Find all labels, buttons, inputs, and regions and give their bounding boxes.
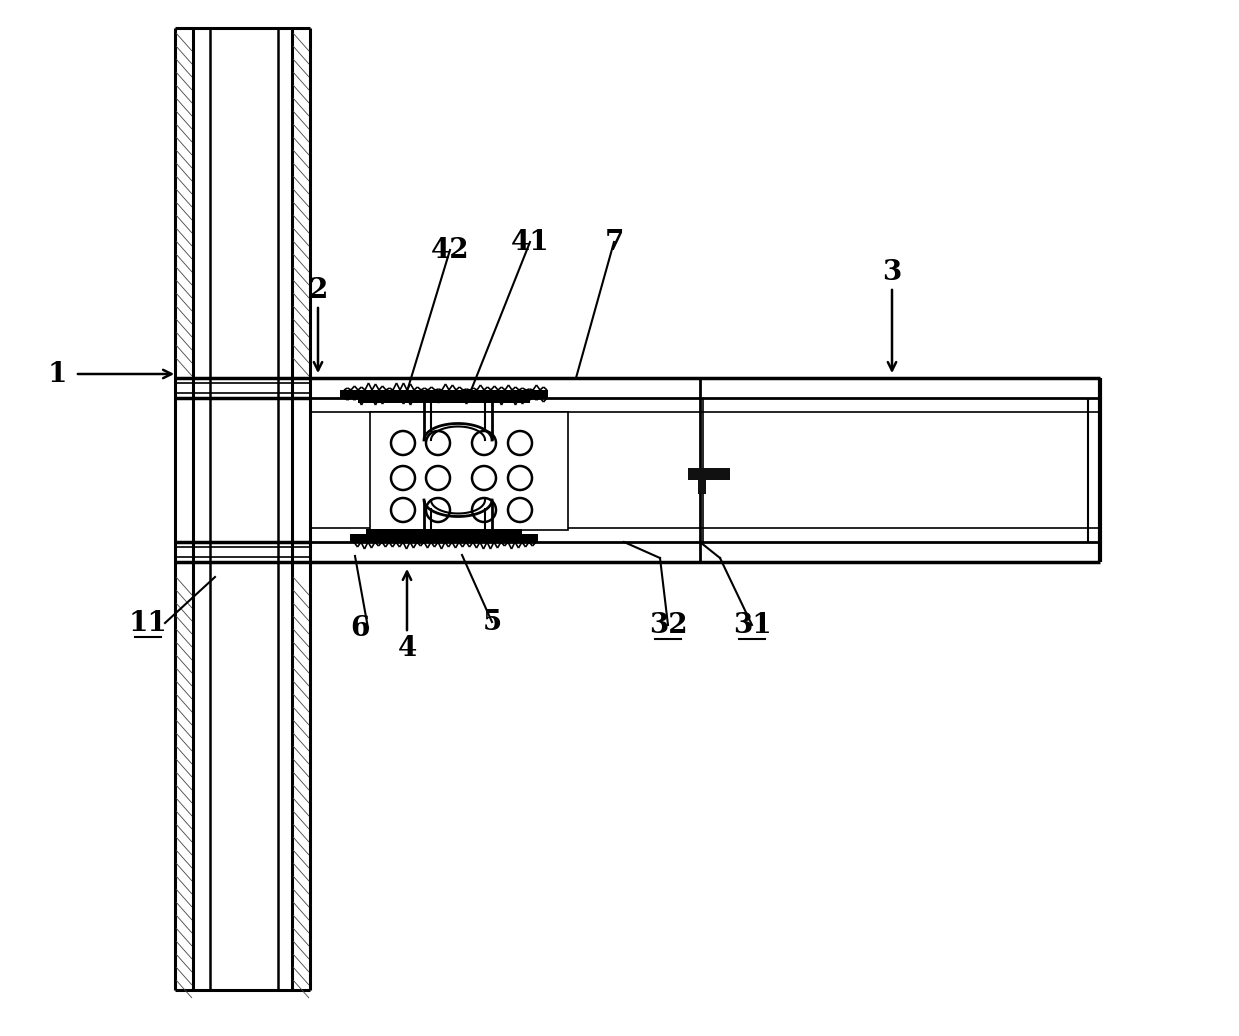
Text: 3: 3	[882, 259, 902, 286]
Text: 42: 42	[431, 236, 470, 263]
Text: 1: 1	[47, 361, 67, 387]
Bar	[370, 412, 567, 530]
Text: 11: 11	[129, 609, 167, 636]
Text: 2: 2	[309, 277, 327, 304]
Text: 32: 32	[649, 611, 688, 638]
Text: 31: 31	[732, 611, 772, 638]
Text: 7: 7	[605, 229, 623, 256]
Bar	[339, 390, 548, 398]
Bar	[698, 480, 706, 494]
Text: 5: 5	[482, 608, 502, 635]
Text: 41: 41	[510, 229, 549, 256]
Bar	[358, 398, 530, 403]
Text: 4: 4	[398, 634, 416, 662]
Text: 6: 6	[351, 614, 369, 641]
Bar	[366, 529, 522, 534]
Bar	[349, 534, 538, 542]
Bar	[688, 468, 730, 480]
